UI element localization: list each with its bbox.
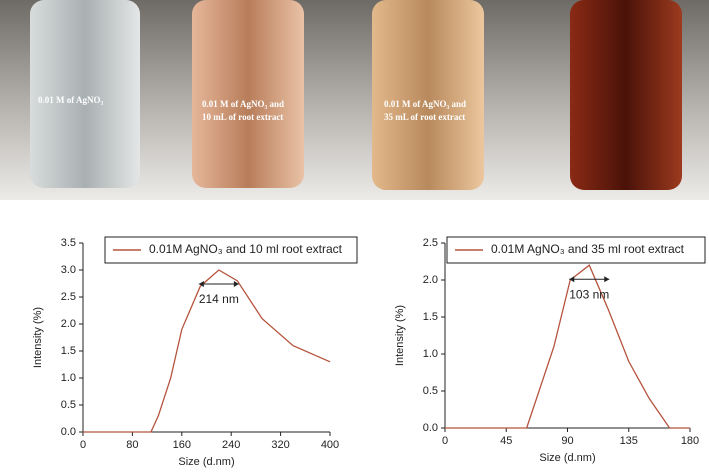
arrow-head xyxy=(198,281,239,287)
annotation: 103 nm xyxy=(569,287,609,301)
y-tick-label: 0.0 xyxy=(423,422,438,434)
photo-label: 0.01 M of AgNO₃ and xyxy=(202,99,284,109)
y-tick-label: 2.5 xyxy=(61,291,76,303)
photo: 0.01 M of AgNO₃ 0.01 M of AgNO₃ and 10 m… xyxy=(0,0,709,200)
y-tick-label: 0.0 xyxy=(61,426,76,438)
y-axis-label: Intensity (%) xyxy=(394,305,406,366)
legend-label: 0.01M AgNO₃ and 35 ml root extract xyxy=(491,242,685,256)
x-tick-label: 0 xyxy=(80,439,86,451)
x-axis-label: Size (d.nm) xyxy=(178,456,234,468)
y-tick-label: 2.5 xyxy=(423,237,438,249)
data-line xyxy=(445,264,690,429)
x-tick-label: 45 xyxy=(500,435,512,447)
vial xyxy=(372,0,484,190)
x-tick-label: 80 xyxy=(126,439,138,451)
photo-label: 35 mL of root extract xyxy=(384,112,465,122)
y-tick-label: 1.5 xyxy=(61,345,76,357)
arrow-head xyxy=(569,276,610,283)
photo-label: 0.01 M of AgNO₃ and xyxy=(384,99,466,109)
x-tick-label: 320 xyxy=(271,439,289,451)
x-tick-label: 180 xyxy=(681,435,699,447)
data-line xyxy=(83,269,331,433)
x-tick-label: 0 xyxy=(442,435,448,447)
photo-label: 0.01 M of AgNO₃ xyxy=(38,95,103,105)
y-tick-label: 1.5 xyxy=(423,311,438,323)
y-tick-label: 3.0 xyxy=(61,264,76,276)
vial xyxy=(570,0,682,190)
y-tick-label: 2.0 xyxy=(423,274,438,286)
vial xyxy=(192,0,304,188)
y-tick-label: 2.0 xyxy=(61,318,76,330)
vial xyxy=(30,0,140,188)
x-tick-label: 400 xyxy=(321,439,339,451)
x-tick-label: 90 xyxy=(561,435,573,447)
annotation: 214 nm xyxy=(199,292,239,306)
y-axis-label: Intensity (%) xyxy=(32,307,44,368)
legend-label: 0.01M AgNO₃ and 10 ml root extract xyxy=(149,242,343,256)
legend-box xyxy=(104,236,358,264)
x-axis-label: Size (d.nm) xyxy=(539,452,595,464)
x-tick-label: 240 xyxy=(222,439,240,451)
y-tick-label: 3.5 xyxy=(61,237,76,249)
x-tick-label: 135 xyxy=(620,435,638,447)
y-tick-label: 0.5 xyxy=(423,385,438,397)
y-tick-label: 0.5 xyxy=(61,399,76,411)
legend-box xyxy=(446,236,706,264)
y-tick-label: 1.0 xyxy=(61,372,76,384)
y-tick-label: 1.0 xyxy=(423,348,438,360)
photo-label: 10 mL of root extract xyxy=(202,112,283,122)
x-tick-label: 160 xyxy=(173,439,191,451)
